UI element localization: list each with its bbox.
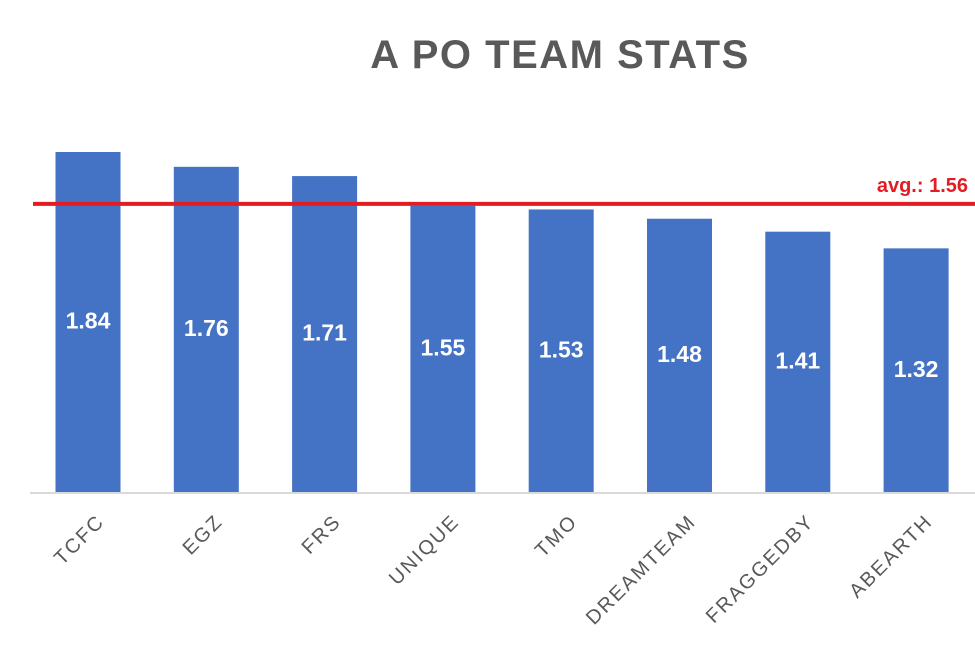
- data-label-frs: 1.71: [302, 320, 347, 346]
- x-tick-labels: TCFC EGZ FRS UNIQUE TMO DREAMTEAM FRAGGEDBY ABE…: [50, 511, 937, 630]
- bar-dreamteam: [647, 218, 712, 493]
- data-label-fraggedby: 1.41: [775, 347, 820, 373]
- bar-unique: [410, 205, 476, 493]
- bars-layer: 1.84 1.76 1.71 1.55 1.53 1.48 1.41 1.32: [55, 152, 949, 493]
- x-tick-label-dreamteam: DREAMTEAM: [582, 511, 701, 630]
- x-tick-label-tcfc: TCFC: [50, 511, 109, 570]
- x-tick-label-abearth: ABEARTH: [845, 511, 937, 603]
- data-label-abearth: 1.32: [894, 356, 939, 382]
- x-tick-label-egz: EGZ: [179, 511, 228, 560]
- data-label-dreamteam: 1.48: [657, 341, 702, 367]
- bar-frs: [292, 176, 358, 493]
- data-label-egz: 1.76: [184, 315, 229, 341]
- bar-egz: [173, 166, 239, 493]
- x-tick-label-tmo: TMO: [531, 511, 582, 562]
- data-label-tmo: 1.53: [539, 336, 584, 362]
- x-tick-label-unique: UNIQUE: [385, 511, 464, 590]
- chart-title: A PO TEAM STATS: [370, 33, 750, 77]
- bar-tmo: [528, 209, 594, 493]
- bar-abearth: [883, 248, 949, 493]
- x-tick-label-fraggedby: FRAGGEDBY: [702, 511, 819, 628]
- bar-tcfc: [55, 152, 121, 493]
- x-tick-label-frs: FRS: [298, 511, 346, 559]
- average-line-label: avg.: 1.56: [877, 175, 968, 197]
- data-label-tcfc: 1.84: [66, 308, 111, 334]
- bar-fraggedby: [765, 231, 831, 493]
- data-label-unique: 1.55: [421, 334, 466, 360]
